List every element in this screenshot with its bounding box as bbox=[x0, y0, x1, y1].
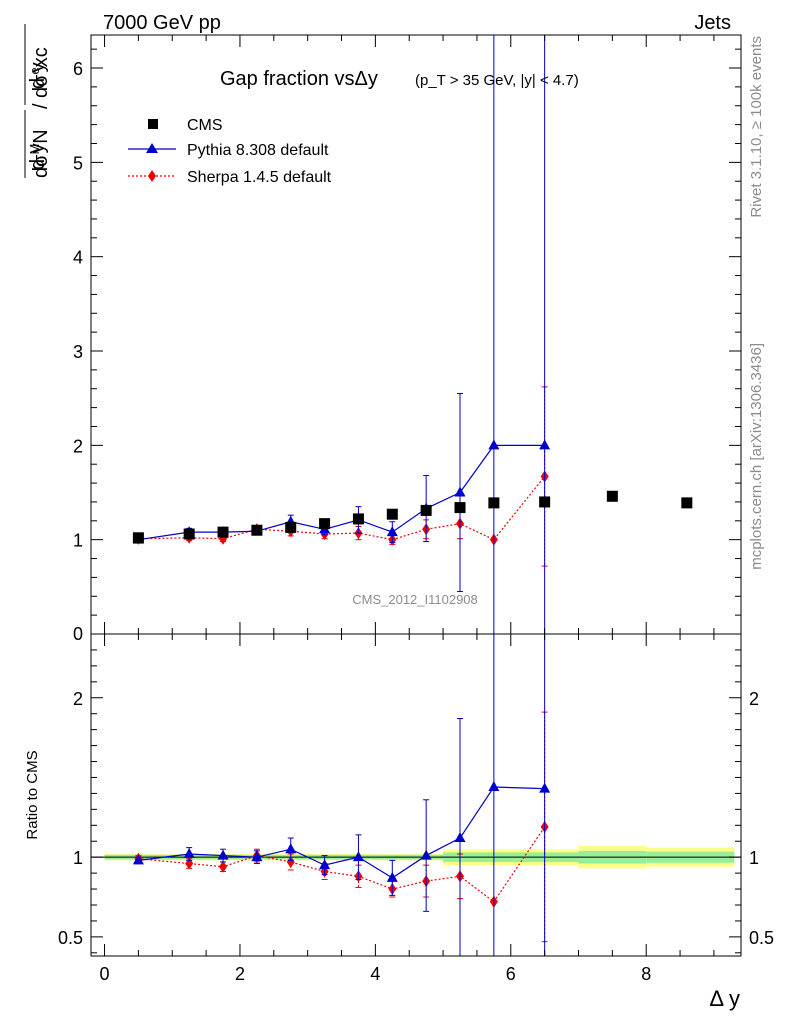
ratio-y-tick-label-right: 2 bbox=[749, 689, 759, 709]
rivet-label: Rivet 3.1.10, ≥ 100k events bbox=[748, 36, 765, 218]
mcplots-label: mcplots.cern.ch [arXiv:1306.3436] bbox=[748, 343, 765, 570]
x-tick-label: 2 bbox=[235, 964, 245, 984]
cms-point bbox=[454, 502, 466, 514]
legend: CMS Pythia 8.308 default Sherpa 1.4.5 de… bbox=[128, 117, 332, 186]
main-y-tick-label: 2 bbox=[73, 436, 83, 456]
x-tick-label: 4 bbox=[370, 964, 380, 984]
legend-pythia-marker bbox=[146, 143, 158, 153]
ratio-axis-ticks: 0 2 4 6 8 0.5 0.5 1 1 2 2 bbox=[58, 634, 774, 984]
legend-cms-marker bbox=[148, 119, 158, 129]
ratio-y-label: Ratio to CMS bbox=[24, 750, 41, 839]
main-y-label: dσMN dσexc / d y d y bbox=[24, 24, 52, 178]
ratio-pythia-point bbox=[420, 849, 432, 860]
main-y-tick-label: 4 bbox=[73, 248, 83, 268]
cms-point bbox=[386, 508, 398, 520]
ratio-pythia-point bbox=[217, 849, 229, 860]
pythia-line bbox=[138, 444, 545, 541]
main-y-tick-label: 6 bbox=[73, 59, 83, 79]
svg-text:d y: d y bbox=[27, 143, 49, 170]
svg-text:dσexc: dσexc bbox=[27, 47, 52, 98]
cms-point bbox=[420, 504, 432, 516]
cms-point bbox=[132, 532, 144, 544]
x-tick-label: 8 bbox=[641, 964, 651, 984]
main-y-tick-label: 5 bbox=[73, 153, 83, 173]
cms-point bbox=[352, 513, 364, 525]
ratio-pythia-point bbox=[539, 782, 551, 793]
cms-point bbox=[319, 518, 331, 530]
main-plot-area bbox=[132, 35, 693, 634]
ratio-pythia-line bbox=[138, 786, 545, 879]
pythia-point bbox=[386, 526, 398, 537]
ratio-plot-area bbox=[91, 634, 741, 956]
cms-point bbox=[285, 521, 297, 533]
pythia-point bbox=[488, 439, 500, 450]
ratio-pythia-point bbox=[132, 854, 144, 865]
legend-pythia: Pythia 8.308 default bbox=[187, 142, 329, 159]
pythia-point bbox=[454, 486, 466, 497]
main-axis-ticks: 1 2 3 4 5 6 0 bbox=[73, 35, 741, 644]
cms-point bbox=[488, 497, 500, 509]
cms-point bbox=[539, 496, 551, 508]
x-tick-label: 0 bbox=[100, 964, 110, 984]
ratio-sherpa-point bbox=[219, 860, 228, 873]
cms-point bbox=[217, 526, 229, 538]
ratio-y-tick-label-right: 1 bbox=[749, 848, 759, 868]
ratio-pythia-point bbox=[285, 843, 297, 854]
ratio-pythia-point bbox=[488, 781, 500, 792]
pythia-point bbox=[539, 439, 551, 450]
ratio-y-tick-label-right: 0.5 bbox=[749, 928, 774, 948]
main-y-tick-label: 0 bbox=[73, 624, 83, 644]
ratio-pythia-point bbox=[251, 851, 263, 862]
x-axis-label: Δ y bbox=[709, 986, 740, 1011]
ratio-pythia-point bbox=[454, 832, 466, 843]
legend-sherpa: Sherpa 1.4.5 default bbox=[187, 169, 332, 186]
header-right: Jets bbox=[694, 12, 731, 34]
ratio-pythia-point bbox=[183, 847, 195, 858]
legend-cms: CMS bbox=[187, 117, 223, 134]
cms-point bbox=[251, 524, 263, 536]
ratio-sherpa-line bbox=[138, 826, 546, 903]
x-tick-label: 6 bbox=[506, 964, 516, 984]
chart-title: Gap fraction vsΔy bbox=[220, 68, 378, 90]
ratio-pythia-point bbox=[386, 871, 398, 882]
ratio-pythia-point bbox=[352, 851, 364, 862]
ratio-sherpa-point bbox=[286, 855, 295, 868]
main-y-tick-label: 3 bbox=[73, 342, 83, 362]
svg-text:d y: d y bbox=[27, 62, 49, 89]
ratio-frame bbox=[90, 633, 742, 957]
ratio-pythia-point bbox=[319, 859, 331, 870]
ratio-y-tick-label: 1 bbox=[73, 848, 83, 868]
ratio-panel: 0 2 4 6 8 0.5 0.5 1 1 2 2 Ratio to CMS Δ y bbox=[24, 633, 774, 1011]
ratio-y-tick-label: 0.5 bbox=[58, 928, 83, 948]
chart-title-cut: (p_T > 35 GeV, |y| < 4.7) bbox=[415, 72, 579, 89]
analysis-id: CMS_2012_I1102908 bbox=[352, 592, 478, 607]
legend-sherpa-marker bbox=[148, 170, 156, 182]
cms-point bbox=[183, 528, 195, 540]
cms-point bbox=[606, 490, 618, 502]
main-y-tick-label: 1 bbox=[73, 531, 83, 551]
sherpa-line bbox=[138, 476, 546, 541]
cms-point bbox=[681, 497, 693, 509]
svg-text:/: / bbox=[30, 103, 52, 109]
ratio-y-tick-label: 2 bbox=[73, 689, 83, 709]
header-left: 7000 GeV pp bbox=[103, 12, 221, 34]
